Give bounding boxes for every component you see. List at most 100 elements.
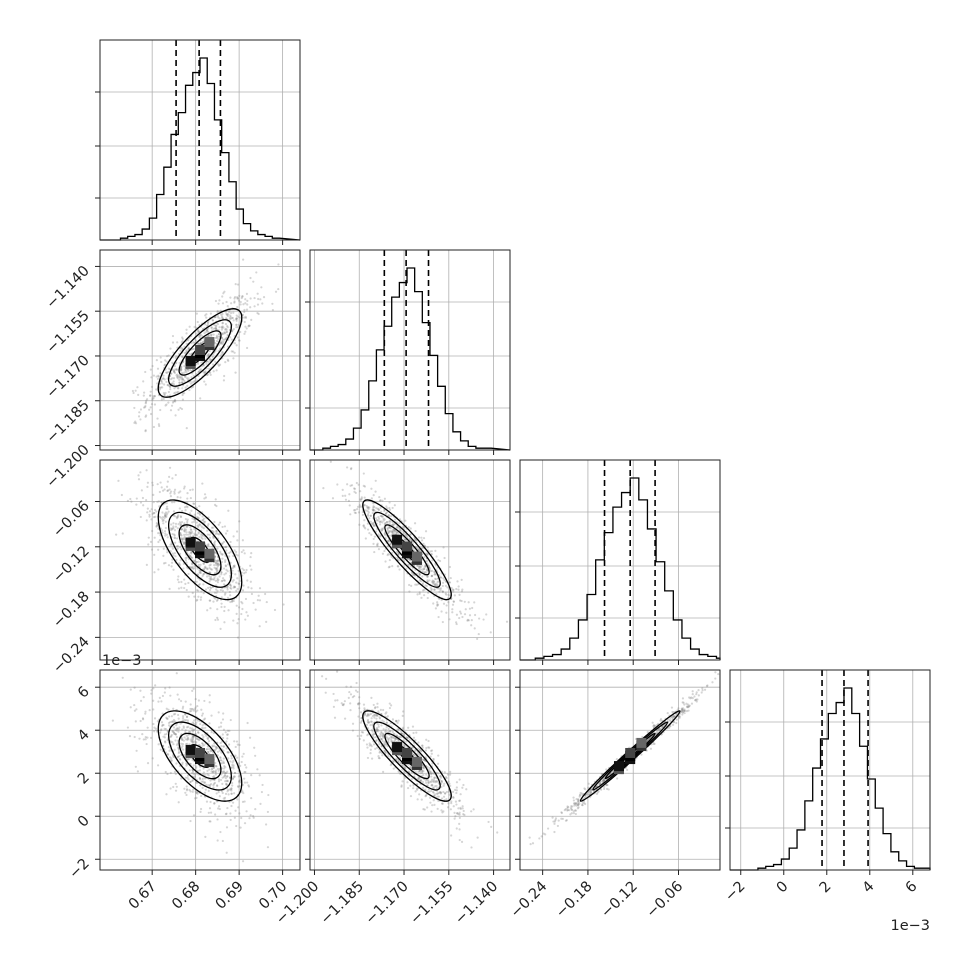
scatter-point bbox=[389, 527, 392, 530]
scatter-point bbox=[243, 320, 246, 324]
scatter-point bbox=[236, 587, 239, 591]
scatter-point bbox=[121, 676, 124, 679]
scatter-point bbox=[233, 549, 236, 552]
scatter-point bbox=[426, 546, 429, 549]
scatter-point bbox=[201, 340, 204, 343]
scatter-point bbox=[155, 359, 158, 362]
scatter-point bbox=[142, 380, 145, 383]
scatter-point bbox=[222, 757, 225, 760]
scatter-point bbox=[216, 784, 219, 788]
scatter-point bbox=[152, 516, 156, 519]
scatter-point bbox=[184, 776, 187, 779]
scatter-point bbox=[164, 741, 167, 744]
scatter-point bbox=[231, 599, 234, 603]
scatter-point bbox=[408, 537, 411, 540]
scatter-point bbox=[172, 785, 175, 789]
scatter-point bbox=[349, 685, 353, 688]
scatter-point bbox=[381, 499, 384, 502]
scatter-point bbox=[207, 748, 211, 751]
scatter-point bbox=[166, 383, 169, 387]
scatter-point bbox=[126, 726, 130, 729]
x-tick-label: 0.67 bbox=[126, 879, 160, 913]
grid-lines-1-0 bbox=[100, 250, 300, 450]
scatter-point bbox=[185, 525, 188, 528]
scatter-point bbox=[139, 501, 143, 504]
scatter-point bbox=[180, 368, 183, 371]
scatter-point bbox=[221, 351, 224, 354]
scatter-point bbox=[197, 563, 200, 566]
scatter-point bbox=[196, 709, 199, 712]
scatter-point bbox=[219, 354, 222, 357]
scatter-point bbox=[167, 354, 170, 357]
scatter-point bbox=[381, 733, 384, 736]
scatter-point bbox=[175, 516, 178, 519]
grid-lines-1-1 bbox=[310, 250, 510, 450]
scatter-point bbox=[176, 386, 180, 390]
scatter-point bbox=[216, 598, 219, 601]
scatter-point bbox=[238, 780, 241, 783]
scatter-point bbox=[217, 726, 221, 729]
scatter-point bbox=[217, 563, 221, 567]
scatter-point bbox=[175, 729, 178, 732]
scatter-point bbox=[224, 813, 228, 816]
scatter-point bbox=[406, 781, 409, 784]
scatter-point bbox=[209, 373, 212, 376]
scatter-point bbox=[189, 554, 192, 558]
scatter-point bbox=[177, 713, 180, 717]
scatter-point bbox=[434, 577, 437, 580]
scatter-point bbox=[695, 693, 698, 696]
scatter-point bbox=[219, 725, 223, 728]
scatter-point bbox=[175, 374, 178, 377]
scatter-point bbox=[160, 360, 163, 364]
scatter-point bbox=[225, 330, 228, 333]
scatter-point bbox=[209, 563, 212, 566]
scatter-point bbox=[230, 338, 234, 341]
scatter-point bbox=[229, 314, 232, 317]
scatter-point bbox=[199, 778, 202, 781]
scatter-point bbox=[171, 477, 174, 480]
scatter-point bbox=[189, 780, 192, 783]
scatter-point bbox=[148, 513, 151, 516]
scatter-point bbox=[179, 758, 182, 761]
scatter-point bbox=[162, 377, 165, 380]
scatter-point bbox=[207, 811, 210, 814]
scatter-point bbox=[178, 375, 182, 379]
scatter-point bbox=[427, 739, 430, 743]
scatter-point bbox=[219, 741, 222, 745]
y-offset-label: 1e−3 bbox=[102, 653, 142, 669]
scatter-point bbox=[164, 532, 167, 535]
scatter-point bbox=[186, 738, 189, 741]
scatter-point bbox=[220, 580, 223, 583]
scatter-point bbox=[234, 771, 237, 775]
scatter-point bbox=[192, 788, 195, 791]
scatter-point bbox=[224, 564, 227, 567]
scatter-point bbox=[183, 530, 186, 533]
scatter-point bbox=[223, 774, 226, 777]
scatter-point bbox=[209, 577, 213, 580]
scatter-point bbox=[231, 781, 234, 785]
scatter-point bbox=[154, 515, 157, 518]
scatter-point bbox=[362, 524, 365, 527]
scatter-point bbox=[232, 619, 235, 622]
scatter-point bbox=[420, 580, 423, 583]
scatter-point bbox=[179, 515, 183, 519]
scatter-point bbox=[384, 730, 387, 733]
scatter-point bbox=[216, 335, 219, 338]
scatter-point bbox=[424, 788, 427, 791]
scatter-point bbox=[232, 599, 235, 603]
scatter-point bbox=[151, 529, 154, 533]
scatter-point bbox=[215, 559, 218, 562]
scatter-point bbox=[176, 368, 179, 371]
scatter-point bbox=[229, 540, 232, 544]
scatter-point bbox=[157, 700, 160, 703]
scatter-point bbox=[164, 511, 168, 514]
scatter-point bbox=[187, 581, 190, 585]
scatter-point bbox=[196, 524, 199, 527]
scatter-point bbox=[201, 786, 204, 789]
scatter-point bbox=[236, 798, 239, 801]
scatter-point bbox=[221, 322, 224, 325]
scatter-point bbox=[163, 514, 167, 518]
scatter-point bbox=[180, 378, 183, 381]
scatter-point bbox=[221, 341, 224, 344]
scatter-point bbox=[214, 342, 217, 345]
